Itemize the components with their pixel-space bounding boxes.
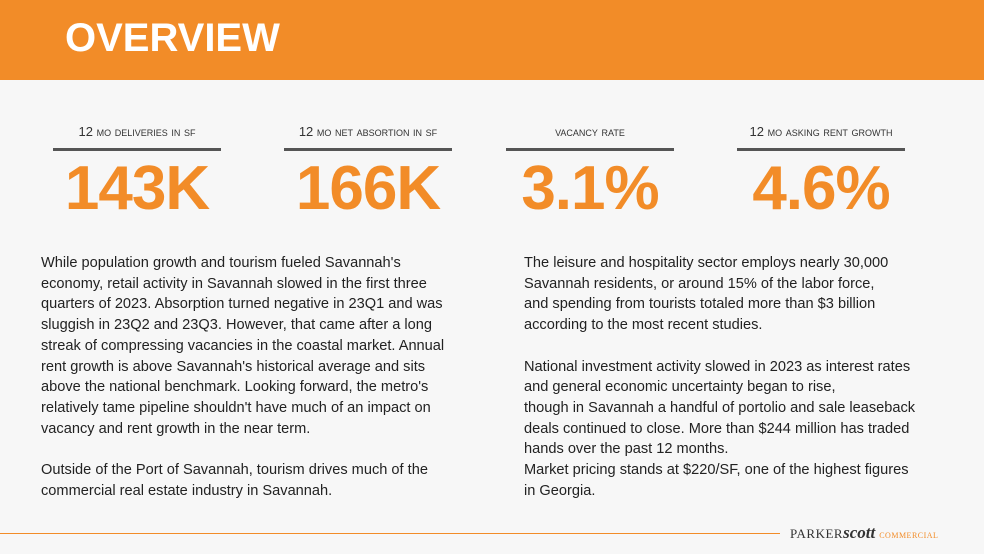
stat: 12 MO DELIVERIES IN SF 143K	[37, 124, 237, 224]
text-line: though in Savannah a handful of portolio…	[524, 399, 916, 416]
text-line: commercial real estate industry in Savan…	[41, 482, 333, 499]
text-line: hands over the past 12 months.	[524, 441, 729, 458]
text-line: sluggish in 23Q2 and 23Q3. However, that…	[41, 317, 433, 334]
paragraph: National investment activity slowed in 2…	[524, 357, 915, 502]
text-line: The leisure and hospitality sector emplo…	[524, 255, 889, 271]
text-line: in Georgia.	[524, 482, 596, 499]
logo: PARKERscott COMMERCIAL	[790, 523, 938, 543]
stat: 12 MO NET ABSORTION IN SF 166K	[268, 124, 468, 224]
stat-rule	[53, 148, 221, 151]
logo-commercial: COMMERCIAL	[879, 531, 939, 540]
logo-scott: scott	[843, 523, 876, 542]
stat-label: 12 MO DELIVERIES IN SF	[78, 124, 196, 139]
stat-label: VACANCY RATE	[555, 124, 625, 139]
stat-value: 166K	[295, 154, 441, 223]
title: OVERVIEW	[65, 16, 280, 60]
paragraph: The leisure and hospitality sector emplo…	[524, 253, 915, 336]
stat-rule	[506, 148, 674, 151]
footer-line	[0, 533, 780, 534]
text-line: Savannah residents, or around 15% of the…	[524, 275, 875, 292]
paragraph: While population growth and tourism fuel…	[41, 253, 444, 439]
text-line: economy, retail activity in Savannah slo…	[41, 275, 427, 292]
stat-label: 12 MO ASKING RENT GROWTH	[749, 124, 893, 139]
text-line: quarters of 2023. Absorption turned nega…	[41, 296, 443, 313]
text-line: streak of compressing vacancies in the c…	[41, 337, 445, 354]
text-line: above the national benchmark. Looking fo…	[41, 379, 429, 396]
stat-value: 4.6%	[752, 154, 890, 223]
text-line: deals continued to close. More than $244…	[524, 420, 910, 437]
header: OVERVIEW	[0, 0, 984, 80]
logo-parker: PARKER	[790, 526, 844, 541]
text-line: and general economic uncertainty began t…	[524, 379, 836, 396]
stat-value: 3.1%	[521, 154, 659, 223]
stat-value: 143K	[64, 154, 210, 223]
text-line: Market pricing stands at $220/SF, one of…	[524, 462, 909, 479]
text-line: Outside of the Port of Savannah, tourism…	[41, 462, 428, 479]
text-line: and spending from tourists totaled more …	[524, 296, 876, 313]
stat-rule	[284, 148, 452, 151]
stat-rule	[737, 148, 905, 151]
text-line: rent growth is above Savannah's historic…	[41, 358, 426, 375]
paragraph: Outside of the Port of Savannah, tourism…	[41, 460, 444, 501]
text-line: relatively tame pipeline shouldn't have …	[41, 399, 431, 416]
stat: VACANCY RATE 3.1%	[490, 124, 690, 224]
text-line: While population growth and tourism fuel…	[41, 255, 401, 271]
stat: 12 MO ASKING RENT GROWTH 4.6%	[721, 124, 921, 224]
text-column: While population growth and tourism fuel…	[41, 253, 444, 522]
text-line: National investment activity slowed in 2…	[524, 358, 911, 375]
text-line: vacancy and rent growth in the near term…	[41, 420, 311, 437]
text-column: The leisure and hospitality sector emplo…	[524, 253, 915, 522]
text-line: according to the most recent studies.	[524, 317, 763, 334]
stat-label: 12 MO NET ABSORTION IN SF	[298, 124, 438, 139]
